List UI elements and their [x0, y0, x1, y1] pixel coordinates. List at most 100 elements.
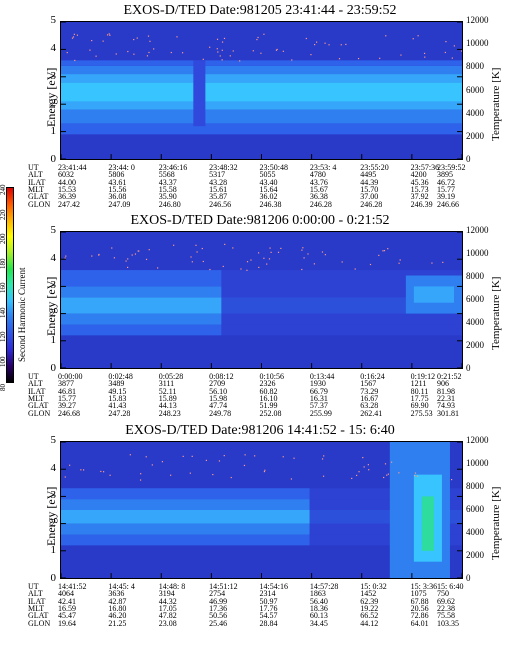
heatmap-feature [193, 60, 206, 127]
temperature-point [201, 247, 203, 250]
temperature-point [250, 259, 252, 261]
temperature-point [323, 455, 325, 457]
table-cell: 23:57:36 [410, 163, 440, 172]
temperature-point [322, 475, 325, 477]
heatmap-band-fade [221, 270, 462, 287]
temperature-point [106, 34, 109, 36]
table-cell: 23:55:20 [360, 163, 389, 172]
temperature-point [181, 52, 184, 54]
temperature-point [416, 475, 419, 477]
temperature-point [398, 262, 400, 264]
table-cell: 23:50:48 [259, 163, 288, 172]
table-row-label: UT [28, 372, 39, 381]
right-tick-label: 10000 [466, 38, 489, 49]
table-cell: 45.36 [410, 177, 429, 187]
right-tick-label: 12000 [466, 15, 489, 25]
table-cell: 1567 [360, 379, 377, 389]
temperature-point [66, 51, 68, 54]
table-cell: 17.05 [158, 603, 177, 613]
temperature-point [324, 254, 326, 256]
table-cell: 5317 [209, 170, 226, 180]
table-cell: 15: 0:32 [360, 582, 387, 591]
temperature-point [362, 456, 364, 459]
colorbar-tick-label: 180 [0, 258, 7, 269]
temperature-point [190, 256, 192, 258]
temperature-point [310, 54, 312, 56]
temperature-point [244, 454, 246, 456]
temperature-point [109, 474, 111, 476]
table-cell: 60.13 [309, 611, 328, 621]
temperature-point [301, 268, 303, 271]
temperature-point [145, 258, 148, 260]
temperature-point [383, 476, 385, 479]
table-cell: 14:54:16 [259, 582, 288, 591]
temperature-point [157, 267, 159, 269]
temperature-point [71, 37, 74, 39]
table-cell: 246.28 [309, 199, 332, 209]
temperature-point [139, 479, 142, 481]
right-tick-label: 12000 [466, 225, 489, 235]
table-cell: 47.74 [209, 401, 228, 411]
temperature-point [76, 34, 79, 36]
right-tick-label: 12000 [466, 435, 489, 445]
table-cell: 46.20 [108, 611, 127, 621]
heatmap-band [61, 270, 222, 287]
heatmap-band-fade [309, 499, 462, 510]
temperature-point [136, 37, 138, 39]
temperature-point [217, 51, 219, 53]
table-cell: 51.99 [259, 401, 278, 411]
colorbar-tick-label: 100 [0, 356, 7, 367]
temperature-point [69, 464, 71, 466]
table-cell: 5055 [259, 170, 276, 180]
temperature-point [313, 263, 316, 265]
table-cell: 36.38 [309, 192, 328, 202]
table-cell: 16.67 [360, 393, 379, 403]
temperature-point [147, 35, 150, 37]
table-cell: 15.77 [58, 393, 76, 403]
table-cell: 15.70 [360, 184, 379, 194]
temperature-point [127, 50, 129, 53]
temperature-point [424, 56, 426, 58]
table-cell: 252.08 [259, 408, 282, 418]
table-cell: 47.82 [158, 611, 177, 621]
y-tick-label: 3 [50, 489, 57, 502]
temperature-point [170, 474, 172, 476]
table-cell: 15: 6:40 [437, 582, 464, 591]
temperature-point [161, 461, 164, 463]
table-cell: 3636 [108, 589, 125, 599]
table-cell: 15.77 [437, 184, 455, 194]
temperature-point [399, 259, 401, 261]
table-cell: 49.15 [108, 386, 127, 396]
temperature-point [148, 249, 150, 251]
temperature-point [423, 52, 426, 55]
table-row-label: ALT [28, 379, 43, 389]
table-cell: 246.66 [437, 199, 459, 209]
table-cell: 247.28 [108, 408, 131, 418]
table-cell: 42.87 [108, 596, 127, 606]
table-cell: 4495 [360, 170, 377, 180]
table-cell: 5568 [158, 170, 175, 180]
table-row-label: ILAT [28, 177, 46, 187]
table-cell: 248.23 [158, 408, 181, 418]
table-cell: 69.90 [410, 401, 429, 411]
table-row-label: GLAT [28, 401, 49, 411]
heatmap-band-fade [221, 297, 462, 314]
table-cell: 16.59 [58, 603, 76, 613]
table-cell: 6032 [58, 170, 74, 180]
temperature-point [368, 469, 370, 471]
table-cell: 0:02:48 [108, 372, 133, 381]
table-cell: 23:59:52 [437, 163, 466, 172]
right-tick-label: 6000 [466, 294, 484, 304]
table-cell: 103.35 [437, 618, 459, 628]
right-tick-label: 10000 [466, 248, 489, 258]
temperature-point [148, 51, 150, 54]
heatmap-band [61, 313, 222, 325]
table-cell: 23.08 [158, 618, 177, 628]
temperature-point [219, 55, 221, 57]
temperature-point [146, 55, 149, 57]
temperature-point [91, 255, 93, 257]
temperature-point [357, 57, 360, 60]
temperature-point [133, 53, 135, 55]
table-row-label: MLT [28, 184, 45, 194]
temperature-point [108, 33, 110, 35]
